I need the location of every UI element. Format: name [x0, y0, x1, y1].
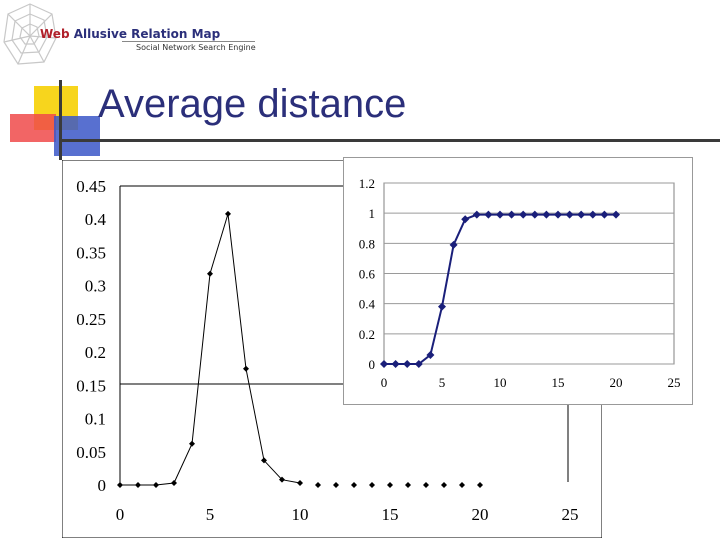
inset-x-tick-label: 10 [494, 375, 507, 390]
inset-x-tick-label: 15 [552, 375, 565, 390]
slide-title: Average distance [98, 82, 407, 126]
distance-distribution-chart: 00.050.10.150.20.250.30.350.40.45 0 5 10 15… [62, 160, 602, 538]
main-data-point [405, 482, 411, 488]
main-data-point [333, 482, 339, 488]
inset-y-tick-label: 0.6 [359, 267, 376, 282]
main-data-point [459, 482, 465, 488]
inset-data-point [484, 210, 493, 219]
main-data-point [225, 210, 231, 217]
inset-data-point [530, 210, 539, 219]
inset-x-tick-label: 5 [439, 375, 446, 390]
main-y-tick-label: 0.2 [85, 343, 106, 362]
main-y-tick-label: 0.25 [76, 310, 106, 329]
main-data-point [297, 480, 303, 487]
main-y-tick-label: 0.45 [76, 177, 106, 196]
inset-data-point [565, 210, 574, 219]
inset-data-point [461, 215, 470, 224]
inset-y-tick-label: 0 [369, 357, 376, 372]
inset-data-point [438, 302, 446, 311]
inset-data-point [577, 210, 586, 219]
inset-x-tick-label: 20 [610, 375, 623, 390]
main-data-point [171, 480, 177, 487]
inset-data-point [426, 350, 435, 359]
main-data-point [135, 482, 141, 488]
inset-data-point [414, 360, 423, 368]
inset-x-tick-label: 25 [668, 375, 681, 390]
cumulative-distance-chart: 0 0.2 0.4 0.6 0.8 1 1.2 0 5 10 15 20 25 [343, 157, 693, 405]
main-data-point [207, 270, 213, 277]
main-data-point [315, 482, 321, 488]
inset-data-point [380, 360, 388, 368]
spider-web-icon [3, 3, 57, 65]
main-data-point [243, 365, 249, 372]
main-x-tick-label: 20 [472, 505, 489, 524]
inset-data-point [588, 210, 597, 219]
main-data-point [189, 440, 195, 447]
logo-title-rest: Allusive Relation Map [69, 27, 221, 41]
main-x-tick-label: 10 [292, 505, 309, 524]
main-series-line [120, 213, 301, 486]
inset-data-point [496, 210, 504, 219]
inset-y-tick-label: 0.8 [359, 236, 375, 251]
main-data-point [351, 482, 357, 488]
main-y-tick-label: 0.1 [85, 410, 106, 429]
main-y-tick-label: 0.3 [85, 277, 106, 296]
main-data-point [279, 476, 285, 483]
inset-y-tick-label: 0.4 [359, 297, 376, 312]
main-x-tick-label: 15 [382, 505, 399, 524]
logo: Web Allusive Relation Map Social Network… [0, 0, 260, 75]
inset-data-point [554, 210, 562, 219]
main-data-point [117, 482, 123, 488]
deco-vertical-line [59, 80, 62, 160]
logo-title: Web Allusive Relation Map [40, 27, 220, 41]
inset-y-tick-label: 0.2 [359, 327, 375, 342]
main-y-tick-label: 0.35 [76, 243, 106, 262]
inset-data-point [507, 210, 516, 219]
main-data-point [477, 482, 483, 488]
inset-x-tick-label: 0 [381, 375, 388, 390]
main-y-tick-label: 0 [98, 476, 107, 495]
deco-red-square [10, 114, 56, 142]
inset-data-point [403, 360, 412, 368]
main-data-point [387, 482, 393, 488]
main-y-tick-label: 0.4 [85, 210, 107, 229]
main-data-point [441, 482, 447, 488]
inset-data-point [542, 210, 551, 219]
main-data-point [153, 482, 159, 488]
main-data-point [423, 482, 429, 488]
main-x-tick-label: 5 [206, 505, 215, 524]
main-data-point [369, 482, 375, 488]
inset-data-point [519, 210, 528, 219]
main-y-tick-label: 0.15 [76, 376, 106, 395]
inset-data-point [472, 210, 481, 219]
inset-data-point [449, 240, 458, 249]
title-rule [60, 139, 720, 142]
inset-data-point [612, 210, 620, 219]
logo-title-first: Web [40, 27, 70, 41]
main-x-tick-label: 25 [562, 505, 579, 524]
main-data-point [261, 457, 267, 464]
logo-divider [122, 41, 255, 42]
inset-y-tick-label: 1 [369, 206, 376, 221]
inset-y-tick-label: 1.2 [359, 176, 375, 191]
main-x-tick-label: 0 [116, 505, 125, 524]
logo-subtitle: Social Network Search Engine [136, 43, 256, 52]
inset-data-point [391, 360, 400, 368]
inset-data-point [600, 210, 609, 219]
main-y-tick-label: 0.05 [76, 443, 106, 462]
